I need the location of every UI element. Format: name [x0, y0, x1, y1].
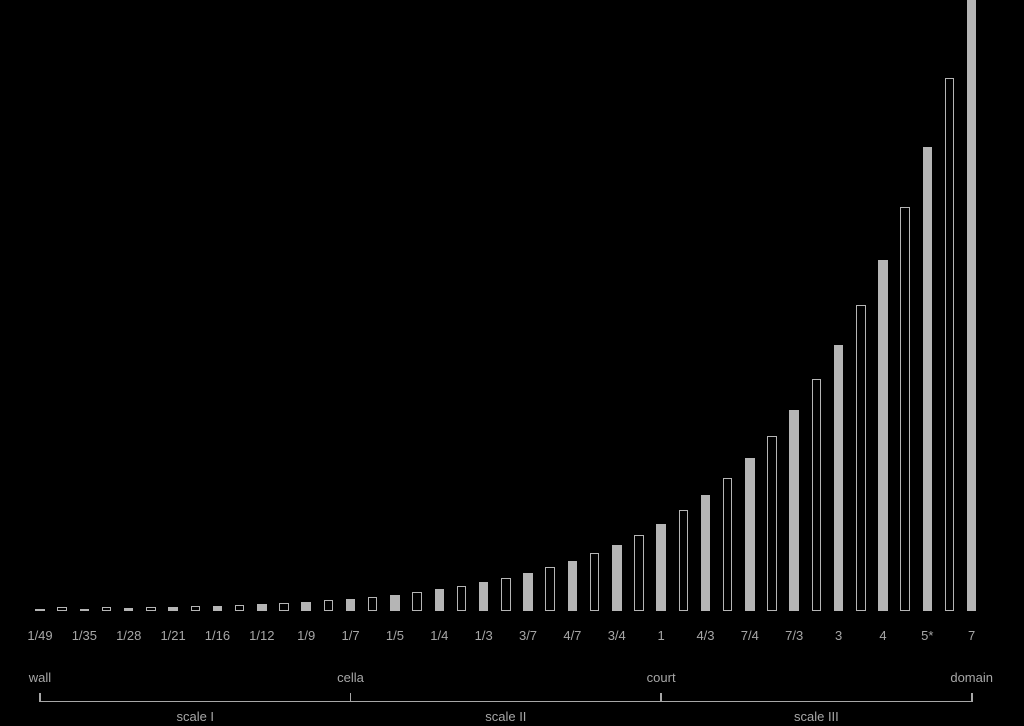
region-label-wall: wall — [28, 670, 52, 685]
bar-1-5 — [390, 594, 400, 611]
bracket-tick-domain — [970, 693, 973, 703]
scale-label-scale-II: scale II — [485, 708, 527, 724]
x-label-3: 3 — [834, 628, 843, 643]
x-label-1-35: 1/35 — [71, 628, 98, 643]
bar-4-3 — [700, 495, 711, 611]
bar-5star — [922, 147, 933, 611]
x-label-1-9: 1/9 — [297, 628, 316, 643]
x-label-1-12: 1/12 — [249, 628, 275, 643]
bar-intermediate-17 — [412, 592, 422, 611]
x-label-4: 4 — [879, 628, 887, 643]
bar-intermediate-11 — [279, 602, 289, 611]
scale-label-scale-III: scale III — [793, 708, 839, 724]
x-label-5star: 5* — [921, 628, 934, 643]
x-label-1-21: 1/21 — [160, 628, 186, 643]
bar-1-3 — [478, 582, 489, 611]
bar-4 — [878, 259, 888, 611]
x-label-7-4: 7/4 — [740, 628, 759, 643]
x-label-1-5: 1/5 — [385, 628, 404, 643]
bar-intermediate-15 — [367, 596, 378, 611]
bracket-tick-court — [660, 693, 663, 703]
x-label-7-3: 7/3 — [785, 628, 804, 643]
bar-intermediate-1 — [57, 606, 67, 611]
x-label-4-3: 4/3 — [696, 628, 715, 643]
bar-intermediate-37 — [856, 305, 866, 611]
bracket-tick-wall — [39, 693, 41, 703]
bar-7 — [966, 0, 977, 611]
x-label-1-16: 1/16 — [204, 628, 231, 643]
bar-4-7 — [567, 560, 578, 611]
bar-3-4 — [612, 544, 622, 611]
bar-intermediate-27 — [634, 534, 644, 611]
bar-1-35 — [79, 608, 90, 611]
bar-intermediate-33 — [767, 435, 777, 611]
x-label-3-7: 3/7 — [518, 628, 538, 643]
region-label-cella: cella — [337, 670, 364, 685]
bar-intermediate-39 — [900, 207, 910, 611]
bar-3 — [833, 344, 844, 611]
bar-intermediate-19 — [456, 585, 467, 611]
bar-1-4 — [434, 589, 445, 611]
region-label-domain: domain — [950, 670, 993, 685]
bar-intermediate-25 — [589, 553, 600, 611]
bracket-line — [39, 700, 973, 703]
x-label-1-49: 1/49 — [27, 628, 53, 643]
x-label-1-28: 1/28 — [116, 628, 142, 643]
bar-1-12 — [257, 603, 267, 611]
bar-intermediate-31 — [722, 478, 733, 611]
bar-intermediate-29 — [678, 510, 689, 611]
bar-intermediate-3 — [101, 606, 112, 611]
x-label-4-7: 4/7 — [563, 628, 582, 643]
bar-3-7 — [523, 573, 533, 611]
bar-7-3 — [789, 409, 799, 611]
bar-1-28 — [123, 607, 134, 611]
bar-intermediate-5 — [146, 606, 156, 611]
bar-1 — [656, 523, 666, 611]
bar-intermediate-13 — [323, 600, 334, 611]
scale-label-scale-I: scale I — [176, 708, 215, 724]
bar-1-16 — [212, 605, 223, 611]
bar-7-4 — [745, 458, 755, 611]
x-label-7: 7 — [968, 628, 976, 643]
x-label-1-3: 1/3 — [474, 628, 493, 643]
bar-1-21 — [168, 606, 178, 611]
x-label-3-4: 3/4 — [607, 628, 626, 643]
x-label-1-7: 1/7 — [341, 628, 360, 643]
bar-1-9 — [301, 601, 311, 611]
bar-intermediate-35 — [811, 379, 822, 611]
bar-intermediate-9 — [234, 604, 245, 611]
bar-1-49 — [35, 608, 45, 611]
bar-intermediate-23 — [545, 567, 555, 611]
bar-intermediate-41 — [944, 77, 955, 611]
bar-intermediate-7 — [190, 606, 201, 611]
bar-intermediate-21 — [501, 577, 511, 611]
region-label-court: court — [646, 670, 676, 685]
x-label-1: 1 — [657, 628, 665, 643]
x-label-1-4: 1/4 — [430, 628, 449, 643]
bar-1-7 — [345, 598, 356, 611]
bracket-tick-cella — [349, 693, 352, 703]
